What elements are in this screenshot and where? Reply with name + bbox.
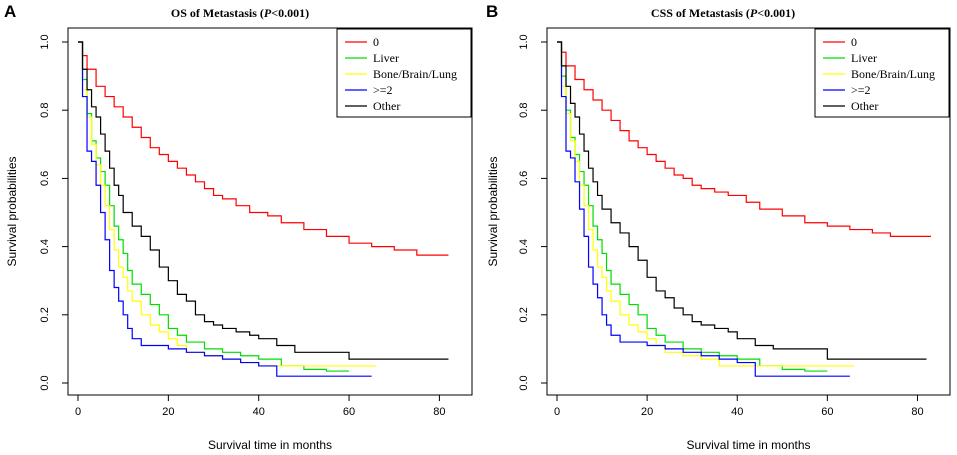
series-line-ge2 <box>557 41 850 377</box>
legend: 0 Liver Bone/Brain/Lung >=2 Other <box>336 28 472 118</box>
y-tick-label: 0.0 <box>39 375 51 390</box>
x-axis-label: Survival time in months <box>686 438 810 452</box>
title-prefix: CSS of Metastasis ( <box>651 6 750 20</box>
title-suffix: <0.001) <box>271 6 309 20</box>
legend-label: Other <box>373 99 400 113</box>
legend-label: 0 <box>851 35 857 49</box>
y-tick-label: 0.8 <box>39 103 51 118</box>
y-axis-label: Survival probabilities <box>486 156 500 266</box>
y-tick-label: 0.2 <box>518 307 530 322</box>
x-tick-label: 80 <box>911 406 923 418</box>
legend-label: Bone/Brain/Lung <box>851 67 935 81</box>
chart-title: CSS of Metastasis (P<0.001) <box>651 6 795 20</box>
y-tick-label: 0.6 <box>39 171 51 186</box>
legend-label: >=2 <box>373 83 393 97</box>
panel-letter: B <box>486 2 498 21</box>
y-tick-label: 1.0 <box>518 34 530 49</box>
legend-label: 0 <box>373 35 379 49</box>
legend-label: Liver <box>851 51 877 65</box>
title-suffix: <0.001) <box>757 6 795 20</box>
title-p: P <box>750 6 758 20</box>
y-tick-label: 0.0 <box>518 375 530 390</box>
legend: 0 Liver Bone/Brain/Lung >=2 Other <box>814 28 950 118</box>
y-tick-label: 0.4 <box>39 239 51 254</box>
x-tick-label: 0 <box>75 406 81 418</box>
series-line-ge2 <box>78 41 372 377</box>
x-tick-label: 40 <box>731 406 743 418</box>
y-tick-label: 0.2 <box>39 307 51 322</box>
legend-label: Other <box>851 99 878 113</box>
y-tick-label: 0.6 <box>518 171 530 186</box>
x-tick-label: 20 <box>641 406 653 418</box>
x-tick-label: 20 <box>162 406 174 418</box>
series-line-0 <box>78 41 449 256</box>
x-tick-label: 0 <box>554 406 560 418</box>
legend-box <box>336 28 472 118</box>
y-axis-label: Survival probabilities <box>5 156 19 266</box>
series-line-0 <box>557 41 931 237</box>
chart-title: OS of Metastasis (P<0.001) <box>171 6 309 20</box>
series-line-liver <box>78 41 350 372</box>
legend-label: >=2 <box>851 83 871 97</box>
series-line-liver <box>557 41 828 372</box>
chart-panel-b: B CSS of Metastasis (P<0.001) 0 20 40 60 80 0.0… <box>486 2 951 452</box>
x-tick-label: 60 <box>821 406 833 418</box>
x-tick-label: 60 <box>343 406 355 418</box>
title-p: P <box>264 6 272 20</box>
title-prefix: OS of Metastasis ( <box>171 6 264 20</box>
series-line-other <box>78 41 449 360</box>
x-axis-label: Survival time in months <box>208 438 332 452</box>
legend-box <box>814 28 950 118</box>
y-tick-label: 0.4 <box>518 239 530 254</box>
x-tick-label: 40 <box>253 406 265 418</box>
panel-letter: A <box>4 2 16 21</box>
legend-label: Bone/Brain/Lung <box>373 67 457 81</box>
y-tick-label: 1.0 <box>39 34 51 49</box>
series-line-other <box>557 41 927 360</box>
chart-panel-a: A OS of Metastasis (P<0.001) 0 20 40 60 80 0.0 0… <box>4 2 473 452</box>
plot-frame <box>546 27 951 396</box>
plot-frame <box>67 27 473 396</box>
y-tick-label: 0.8 <box>518 103 530 118</box>
x-tick-label: 80 <box>433 406 445 418</box>
legend-label: Liver <box>373 51 399 65</box>
